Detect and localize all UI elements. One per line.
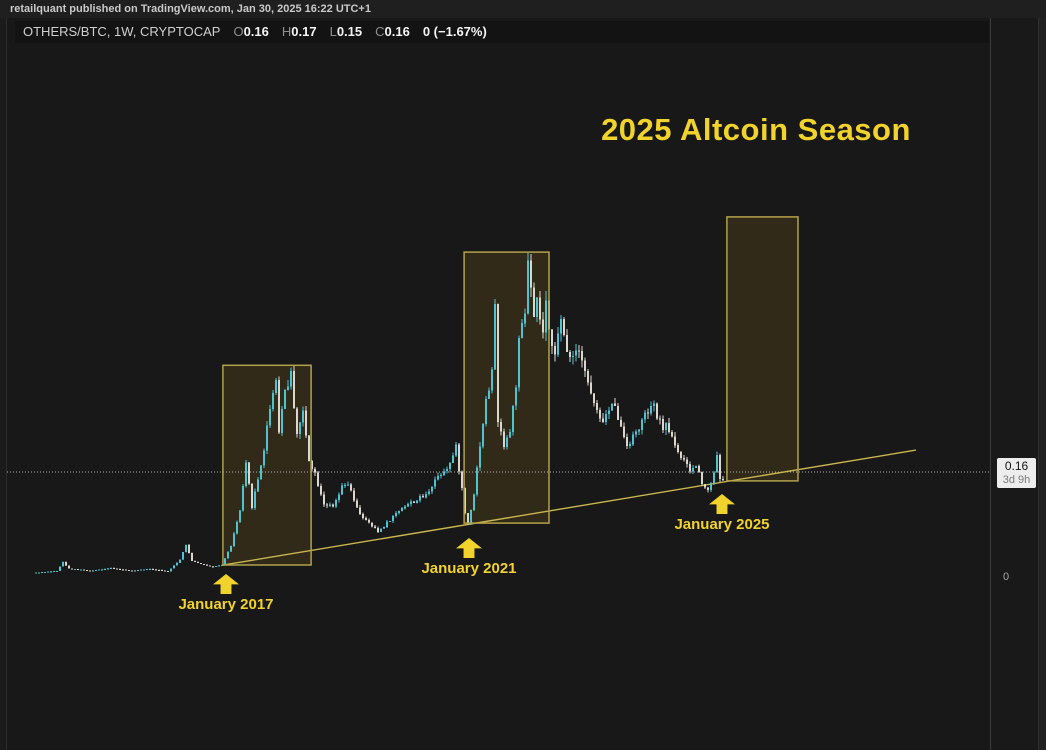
price-chart-canvas[interactable] [7, 18, 990, 750]
open-value: 0.16 [243, 24, 269, 39]
symbol-title: OTHERS/BTC, 1W, CRYPTOCAP [23, 24, 221, 39]
event-label-0: January 2017 [178, 596, 274, 613]
price-axis[interactable]: 0.16 3d 9h 0 [990, 18, 1038, 750]
close-label: C [375, 24, 385, 39]
high-label: H [281, 24, 292, 39]
symbol-legend: OTHERS/BTC, 1W, CRYPTOCAP O0.16 H0.17 L0.15… [15, 21, 989, 43]
bar-countdown: 3d 9h [1002, 474, 1031, 486]
candles [35, 252, 724, 574]
open-label: O [233, 24, 244, 39]
highlight-box-fills [222, 216, 798, 565]
axis-zero-tick: 0 [1003, 571, 1010, 583]
chart-pane[interactable]: OTHERS/BTC, 1W, CRYPTOCAP O0.16 H0.17 L0.15… [6, 18, 990, 750]
low-label: L [329, 24, 337, 39]
event-label-2: January 2025 [674, 516, 770, 533]
publish-info: retailquant published on TradingView.com… [10, 3, 371, 15]
low-value: 0.15 [336, 24, 363, 39]
current-price-value: 0.16 [1004, 459, 1029, 473]
current-price-label: 0.16 3d 9h [997, 458, 1036, 488]
high-value: 0.17 [291, 24, 317, 39]
publish-bar: retailquant published on TradingView.com… [0, 0, 1046, 18]
highlight-box-borders [222, 216, 799, 566]
chart-title: 2025 Altcoin Season [601, 112, 911, 147]
event-label-1: January 2021 [421, 560, 517, 577]
change-value: 0 (−1.67%) [422, 24, 487, 39]
trendline [222, 449, 917, 566]
close-value: 0.16 [384, 24, 410, 39]
right-margin [1038, 18, 1046, 750]
